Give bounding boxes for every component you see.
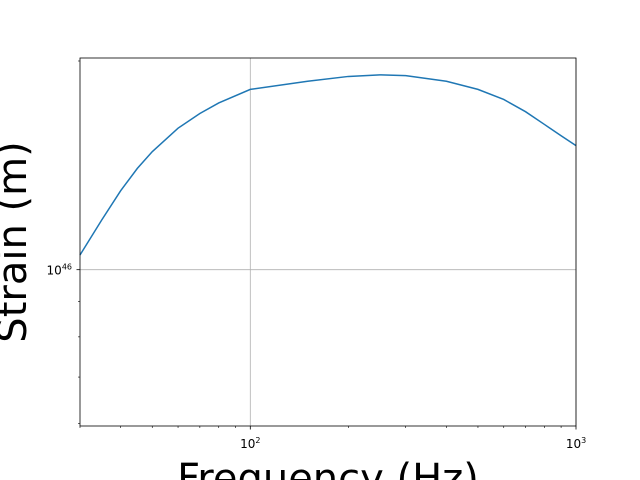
- data-line: [79, 74, 577, 256]
- y-tick-label: 1046: [47, 263, 72, 278]
- x-axis-label: Frequency (Hz): [177, 456, 479, 480]
- plot-frame: [79, 57, 577, 427]
- x-tick-label: 102: [240, 436, 260, 451]
- y-axis-label: Strain (m): [0, 141, 36, 342]
- x-tick-label: 103: [566, 436, 586, 451]
